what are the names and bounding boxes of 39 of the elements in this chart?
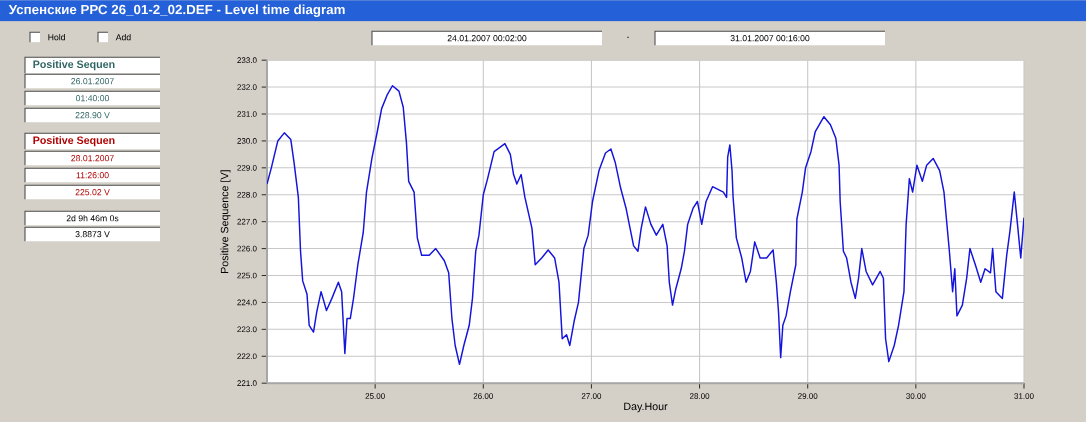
x-tick-label: 28.00: [689, 393, 710, 399]
y-tick-label: 224.0: [237, 299, 257, 306]
text: 2d 9h 46m 0s: [66, 214, 119, 222]
text: Hold: [48, 33, 65, 41]
x-tick-label: 31.00: [1014, 393, 1034, 399]
x-tick-label: 29.00: [798, 393, 818, 399]
text: Positive Sequen: [33, 136, 115, 147]
y-tick-label: 231.0: [237, 111, 257, 117]
y-tick-label: 229.0: [237, 164, 257, 171]
text: Add: [115, 33, 131, 41]
x-axis-title: Day.Hour: [624, 402, 668, 413]
x-tick-label: 30.00: [906, 393, 926, 399]
y-tick-label: 221.0: [237, 380, 257, 386]
text: 225.02 V: [75, 189, 110, 196]
y-tick-label: 226.0: [237, 245, 257, 252]
text: 3.8873 V: [75, 231, 110, 238]
y-tick-label: 233.0: [237, 57, 257, 63]
y-tick-label: 228.0: [237, 191, 257, 198]
y-tick-label: 227.0: [237, 218, 257, 225]
text: -: [626, 36, 630, 38]
y-tick-label: 223.0: [237, 326, 257, 333]
y-tick-label: 232.0: [237, 84, 257, 90]
text: 31.01.2007 00:16:00: [730, 35, 810, 42]
x-tick-label: 26.00: [473, 393, 493, 399]
chart-title: Успенские РРС 26_01-2_02.DEF - Level time diagram: [8, 4, 345, 17]
line-series: [267, 84, 1024, 365]
x-tick-label: 25.00: [365, 393, 385, 399]
y-axis-title: Positive Sequence [V]: [220, 170, 231, 273]
x-tick-label: 27.00: [581, 393, 602, 399]
text: Positive Sequen: [33, 60, 115, 71]
y-tick-label: 222.0: [237, 353, 257, 360]
y-tick-label: 225.0: [237, 272, 257, 279]
text: 11:26:00: [76, 172, 109, 179]
text: 26.01.2007: [71, 78, 114, 85]
y-tick-label: 230.0: [237, 138, 257, 144]
text: 01:40:00: [75, 95, 110, 102]
text: 28.01.2007: [71, 155, 114, 162]
text: 228.90 V: [75, 112, 110, 119]
text: 24.01.2007 00:02:00: [447, 35, 527, 42]
